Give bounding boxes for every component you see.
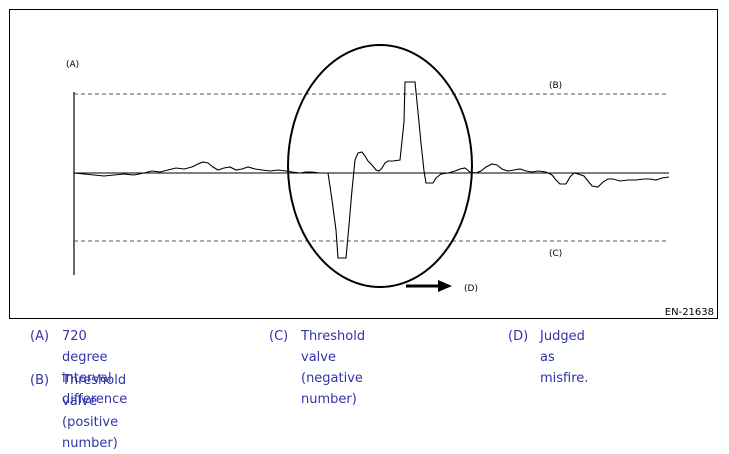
legend-text: Threshold valve (positive number) bbox=[62, 370, 126, 454]
legend-text-line: number) bbox=[62, 436, 118, 451]
legend-text-line: Threshold valve (positive bbox=[62, 373, 127, 430]
legend-text: 720 degree interval difference bbox=[62, 326, 127, 410]
misfire-circle bbox=[287, 44, 473, 288]
legend-text-line: number) bbox=[301, 392, 357, 407]
legend-text: Judged as misfire. bbox=[540, 326, 588, 389]
figure-frame bbox=[9, 9, 718, 319]
legend-text-line: difference bbox=[62, 392, 128, 407]
arrowhead-icon bbox=[438, 280, 452, 292]
legend-key: (A) bbox=[30, 329, 50, 344]
signal-waveform bbox=[73, 81, 670, 259]
legend-key: (C) bbox=[269, 329, 289, 344]
legend: (A) 720 degree interval difference (B) T… bbox=[0, 326, 729, 451]
callout-c: (C) bbox=[549, 249, 562, 259]
legend-key: (D) bbox=[508, 329, 529, 344]
legend-text-line: Judged as misfire. bbox=[540, 329, 589, 386]
callout-d: (D) bbox=[464, 284, 478, 294]
misfire-diagram: (A) (B) (C) (D) EN-21638 bbox=[66, 44, 714, 318]
legend-text: Threshold valve (negative number) bbox=[301, 326, 365, 410]
callout-b: (B) bbox=[549, 81, 562, 91]
legend-text-line: Threshold valve (negative bbox=[301, 329, 366, 386]
legend-text-line: 720 degree interval bbox=[62, 329, 112, 386]
figure-code: EN-21638 bbox=[665, 307, 714, 318]
callout-a: (A) bbox=[66, 60, 79, 70]
legend-key: (B) bbox=[30, 373, 50, 388]
